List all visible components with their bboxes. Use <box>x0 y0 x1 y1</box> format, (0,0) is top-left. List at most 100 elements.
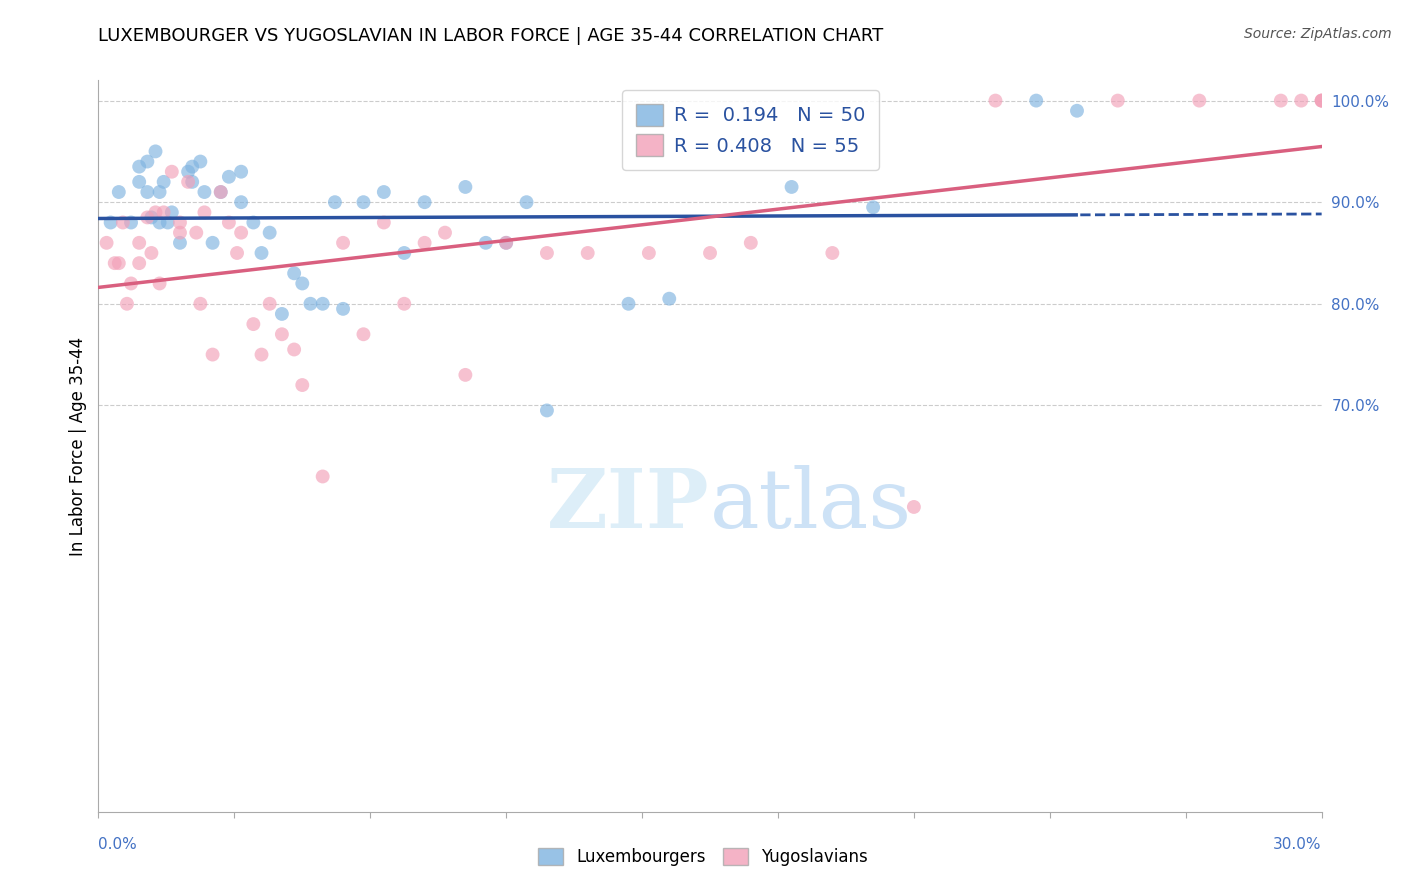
Point <box>193 205 215 219</box>
Legend: Luxembourgers, Yugoslavians: Luxembourgers, Yugoslavians <box>530 840 876 875</box>
Point <box>100 215 122 229</box>
Point <box>903 500 925 514</box>
Point <box>352 327 374 342</box>
Point <box>209 185 232 199</box>
Point <box>231 226 253 240</box>
Point <box>136 185 159 199</box>
Point <box>177 175 200 189</box>
Point <box>141 211 163 225</box>
Point <box>242 317 264 331</box>
Point <box>160 164 183 178</box>
Point <box>145 145 167 159</box>
Point <box>433 226 456 240</box>
Text: Source: ZipAtlas.com: Source: ZipAtlas.com <box>1244 27 1392 41</box>
Point <box>392 297 416 311</box>
Point <box>250 246 273 260</box>
Point <box>373 185 395 199</box>
Point <box>658 292 681 306</box>
Point <box>862 200 884 214</box>
Point <box>242 215 264 229</box>
Point <box>332 235 354 250</box>
Point <box>128 256 150 270</box>
Point <box>984 94 1007 108</box>
Point <box>299 297 322 311</box>
Y-axis label: In Labor Force | Age 35-44: In Labor Force | Age 35-44 <box>69 336 87 556</box>
Point <box>312 469 335 483</box>
Point <box>699 246 721 260</box>
Point <box>454 180 477 194</box>
Point <box>160 205 183 219</box>
Text: atlas: atlas <box>710 465 912 544</box>
Point <box>128 175 150 189</box>
Point <box>536 246 558 260</box>
Legend: R =  0.194   N = 50, R = 0.408   N = 55: R = 0.194 N = 50, R = 0.408 N = 55 <box>621 90 879 169</box>
Point <box>152 175 174 189</box>
Text: LUXEMBOURGER VS YUGOSLAVIAN IN LABOR FORCE | AGE 35-44 CORRELATION CHART: LUXEMBOURGER VS YUGOSLAVIAN IN LABOR FOR… <box>98 27 883 45</box>
Point <box>169 226 191 240</box>
Point <box>323 195 346 210</box>
Point <box>1066 103 1088 118</box>
Point <box>115 297 138 311</box>
Point <box>226 246 249 260</box>
Point <box>1270 94 1292 108</box>
Text: ZIP: ZIP <box>547 465 710 544</box>
Point <box>188 154 212 169</box>
Point <box>177 164 200 178</box>
Point <box>201 348 224 362</box>
Point <box>516 195 538 210</box>
Point <box>821 246 844 260</box>
Point <box>413 235 436 250</box>
Point <box>576 246 599 260</box>
Point <box>1310 94 1333 108</box>
Point <box>218 169 240 184</box>
Point <box>231 195 253 210</box>
Point <box>617 297 640 311</box>
Point <box>152 205 174 219</box>
Point <box>128 235 150 250</box>
Point <box>186 226 208 240</box>
Point <box>373 215 395 229</box>
Point <box>149 215 172 229</box>
Point <box>454 368 477 382</box>
Point <box>250 348 273 362</box>
Point <box>1107 94 1129 108</box>
Point <box>96 235 118 250</box>
Point <box>193 185 215 199</box>
Point <box>169 235 191 250</box>
Point <box>270 327 294 342</box>
Point <box>259 297 281 311</box>
Point <box>120 215 142 229</box>
Point <box>332 301 354 316</box>
Point <box>259 226 281 240</box>
Point <box>1188 94 1211 108</box>
Point <box>218 215 240 229</box>
Point <box>209 185 232 199</box>
Point <box>156 215 179 229</box>
Point <box>128 160 150 174</box>
Point <box>136 211 159 225</box>
Point <box>149 185 172 199</box>
Point <box>181 175 204 189</box>
Point <box>638 246 661 260</box>
Point <box>181 160 204 174</box>
Point <box>495 235 517 250</box>
Point <box>201 235 224 250</box>
Text: 30.0%: 30.0% <box>1274 837 1322 852</box>
Text: 0.0%: 0.0% <box>98 837 138 852</box>
Point <box>312 297 335 311</box>
Point <box>392 246 416 260</box>
Point <box>740 235 762 250</box>
Point <box>104 256 127 270</box>
Point <box>536 403 558 417</box>
Point <box>188 297 212 311</box>
Point <box>136 154 159 169</box>
Point <box>291 378 314 392</box>
Point <box>780 180 803 194</box>
Point <box>1310 94 1333 108</box>
Point <box>108 185 131 199</box>
Point <box>270 307 294 321</box>
Point <box>1310 94 1333 108</box>
Point <box>145 205 167 219</box>
Point <box>413 195 436 210</box>
Point <box>352 195 374 210</box>
